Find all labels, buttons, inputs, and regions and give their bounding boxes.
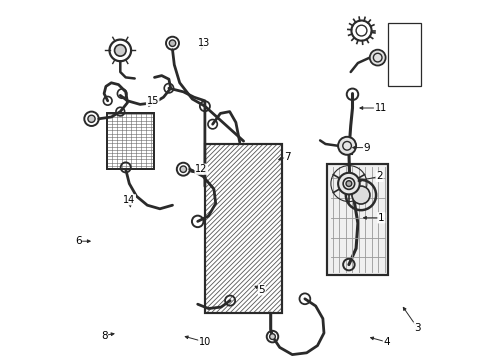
Bar [204, 144, 282, 313]
Text: 10: 10 [198, 337, 211, 347]
Text: 1: 1 [377, 213, 384, 223]
Circle shape [346, 181, 351, 186]
Text: 2: 2 [375, 171, 382, 181]
Bar [387, 23, 420, 86]
Circle shape [114, 45, 126, 56]
Circle shape [369, 50, 385, 66]
Circle shape [337, 137, 355, 155]
Bar [326, 164, 387, 275]
Bar [326, 164, 387, 275]
Text: 3: 3 [413, 323, 420, 333]
Circle shape [88, 115, 95, 122]
Circle shape [269, 334, 275, 339]
Text: 4: 4 [383, 337, 389, 347]
Text: 9: 9 [363, 143, 369, 153]
Text: 15: 15 [146, 96, 159, 106]
Circle shape [337, 173, 359, 194]
Text: 8: 8 [101, 330, 107, 341]
Text: 5: 5 [258, 285, 264, 295]
Circle shape [351, 186, 369, 204]
Bar [107, 113, 153, 169]
Circle shape [169, 40, 175, 46]
Text: 13: 13 [198, 38, 210, 48]
Text: 7: 7 [284, 152, 290, 162]
Text: 12: 12 [195, 164, 207, 174]
Bar [107, 113, 153, 169]
Text: 14: 14 [123, 195, 135, 205]
Text: 6: 6 [75, 236, 81, 246]
Circle shape [180, 166, 186, 172]
Text: 11: 11 [374, 103, 386, 113]
Bar [204, 144, 282, 313]
